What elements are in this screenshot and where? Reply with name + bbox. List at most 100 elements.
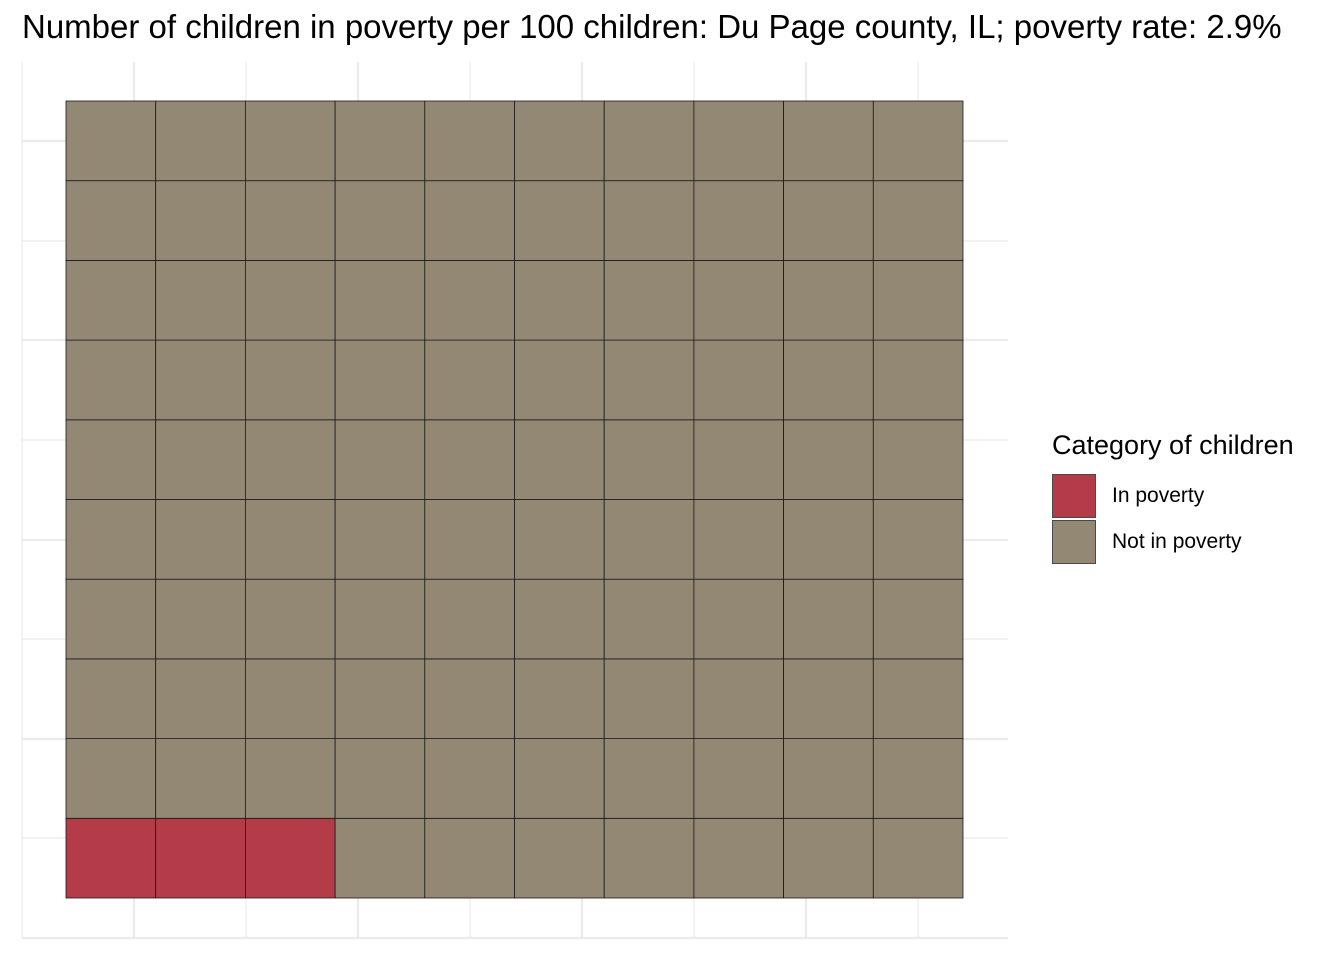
waffle-cell-not-in-poverty — [603, 499, 695, 580]
waffle-cell-not-in-poverty — [155, 339, 246, 421]
chart-title: Number of children in poverty per 100 ch… — [22, 8, 1282, 45]
waffle-cell-not-in-poverty — [334, 578, 426, 660]
waffle-cell-not-in-poverty — [155, 419, 246, 500]
waffle-cell-not-in-poverty — [65, 578, 157, 660]
legend-label-in-poverty: In poverty — [1112, 484, 1205, 507]
waffle-cell-not-in-poverty — [65, 339, 157, 421]
waffle-cell-not-in-poverty — [424, 339, 515, 421]
waffle-cell-not-in-poverty — [65, 180, 157, 261]
waffle-cell-not-in-poverty — [65, 738, 157, 819]
waffle-cell-not-in-poverty — [424, 100, 515, 182]
waffle-cell-in-poverty — [244, 817, 336, 899]
waffle-cell-not-in-poverty — [603, 658, 695, 740]
waffle-cell-not-in-poverty — [334, 100, 426, 182]
waffle-cell-not-in-poverty — [603, 259, 695, 341]
waffle-cell-not-in-poverty — [514, 339, 605, 421]
waffle-cell-not-in-poverty — [603, 578, 695, 660]
waffle-cell-not-in-poverty — [693, 817, 785, 899]
waffle-cell-not-in-poverty — [155, 658, 246, 740]
waffle-cell-not-in-poverty — [424, 578, 515, 660]
waffle-cell-not-in-poverty — [424, 180, 515, 261]
waffle-cell-not-in-poverty — [514, 259, 605, 341]
waffle-cell-not-in-poverty — [514, 100, 605, 182]
waffle-cell-in-poverty — [155, 817, 246, 899]
waffle-cell-not-in-poverty — [155, 180, 246, 261]
waffle-cell-not-in-poverty — [783, 100, 874, 182]
waffle-cell-not-in-poverty — [65, 100, 157, 182]
waffle-cell-not-in-poverty — [244, 578, 336, 660]
waffle-cell-not-in-poverty — [872, 738, 964, 819]
waffle-cell-not-in-poverty — [872, 339, 964, 421]
waffle-cell-not-in-poverty — [424, 658, 515, 740]
legend-key-in-poverty — [1052, 474, 1096, 518]
waffle-cell-not-in-poverty — [693, 738, 785, 819]
waffle-cell-not-in-poverty — [783, 419, 874, 500]
waffle-cell-not-in-poverty — [783, 180, 874, 261]
waffle-cell-not-in-poverty — [155, 738, 246, 819]
waffle-cell-not-in-poverty — [334, 180, 426, 261]
legend-item-in-poverty: In poverty — [1052, 473, 1294, 519]
waffle-cell-not-in-poverty — [424, 738, 515, 819]
waffle-cell-not-in-poverty — [603, 180, 695, 261]
waffle-cell-not-in-poverty — [603, 419, 695, 500]
waffle-cell-not-in-poverty — [244, 180, 336, 261]
waffle-cell-not-in-poverty — [603, 817, 695, 899]
waffle-cell-not-in-poverty — [783, 738, 874, 819]
waffle-cell-not-in-poverty — [514, 738, 605, 819]
waffle-cell-not-in-poverty — [603, 738, 695, 819]
waffle-cell-not-in-poverty — [783, 817, 874, 899]
waffle-cell-not-in-poverty — [872, 499, 964, 580]
waffle-cell-not-in-poverty — [783, 259, 874, 341]
waffle-cell-not-in-poverty — [424, 259, 515, 341]
waffle-cell-not-in-poverty — [783, 658, 874, 740]
waffle-cell-not-in-poverty — [693, 419, 785, 500]
waffle-cell-not-in-poverty — [514, 578, 605, 660]
waffle-cells — [65, 100, 964, 899]
waffle-cell-not-in-poverty — [244, 259, 336, 341]
legend-key-not-in-poverty — [1052, 520, 1096, 564]
waffle-cell-not-in-poverty — [334, 658, 426, 740]
waffle-cell-not-in-poverty — [872, 817, 964, 899]
waffle-cell-not-in-poverty — [65, 259, 157, 341]
waffle-cell-not-in-poverty — [65, 658, 157, 740]
waffle-cell-not-in-poverty — [155, 259, 246, 341]
waffle-cell-not-in-poverty — [334, 499, 426, 580]
waffle-cell-not-in-poverty — [334, 817, 426, 899]
waffle-cell-not-in-poverty — [244, 499, 336, 580]
waffle-cell-not-in-poverty — [424, 499, 515, 580]
waffle-cell-in-poverty — [65, 817, 157, 899]
waffle-cell-not-in-poverty — [334, 259, 426, 341]
waffle-cell-not-in-poverty — [424, 419, 515, 500]
waffle-cell-not-in-poverty — [244, 100, 336, 182]
waffle-cell-not-in-poverty — [783, 499, 874, 580]
waffle-cell-not-in-poverty — [65, 419, 157, 500]
waffle-cell-not-in-poverty — [872, 658, 964, 740]
waffle-cell-not-in-poverty — [693, 100, 785, 182]
waffle-cell-not-in-poverty — [155, 578, 246, 660]
waffle-cell-not-in-poverty — [334, 419, 426, 500]
waffle-cell-not-in-poverty — [155, 499, 246, 580]
waffle-cell-not-in-poverty — [872, 259, 964, 341]
waffle-cell-not-in-poverty — [424, 817, 515, 899]
waffle-chart — [21, 62, 1008, 940]
waffle-cell-not-in-poverty — [693, 180, 785, 261]
legend-item-not-in-poverty: Not in poverty — [1052, 519, 1294, 565]
waffle-cell-not-in-poverty — [693, 658, 785, 740]
waffle-cell-not-in-poverty — [65, 499, 157, 580]
waffle-cell-not-in-poverty — [514, 658, 605, 740]
waffle-cell-not-in-poverty — [514, 419, 605, 500]
waffle-cell-not-in-poverty — [603, 100, 695, 182]
legend: Category of children In poverty Not in p… — [1052, 430, 1294, 565]
waffle-cell-not-in-poverty — [872, 419, 964, 500]
waffle-cell-not-in-poverty — [872, 180, 964, 261]
waffle-cell-not-in-poverty — [334, 339, 426, 421]
waffle-cell-not-in-poverty — [872, 100, 964, 182]
waffle-cell-not-in-poverty — [334, 738, 426, 819]
legend-title: Category of children — [1052, 430, 1294, 460]
waffle-cell-not-in-poverty — [514, 180, 605, 261]
waffle-cell-not-in-poverty — [244, 738, 336, 819]
waffle-cell-not-in-poverty — [244, 658, 336, 740]
waffle-cell-not-in-poverty — [155, 100, 246, 182]
waffle-cell-not-in-poverty — [783, 339, 874, 421]
waffle-cell-not-in-poverty — [693, 578, 785, 660]
